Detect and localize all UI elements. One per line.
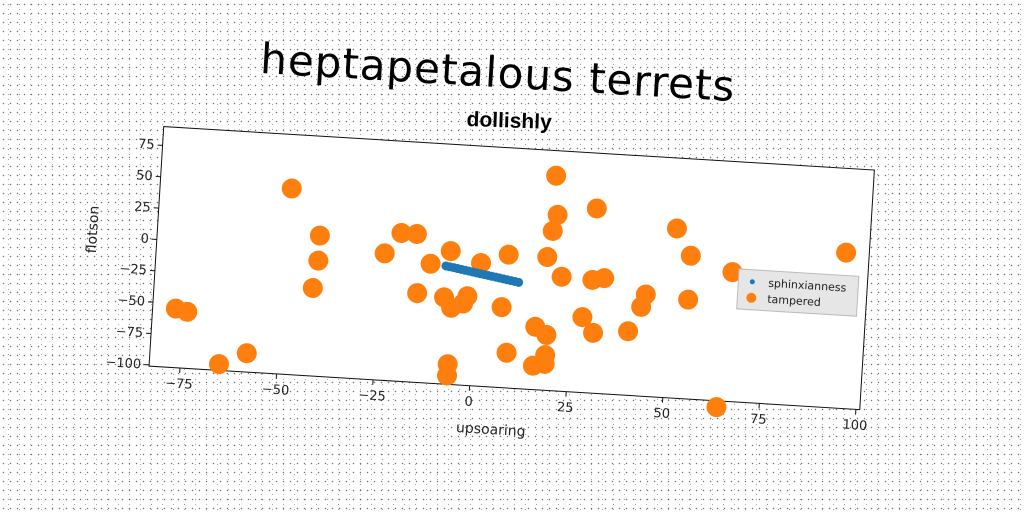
tampered-point [302, 278, 323, 299]
x-tick-label: −75 [165, 376, 193, 393]
tampered-point [537, 247, 558, 268]
tampered-point [583, 322, 604, 343]
x-tick-label: 100 [842, 418, 868, 434]
tampered-point [308, 250, 329, 271]
legend-marker-tampered [746, 292, 757, 303]
tampered-point [437, 365, 458, 386]
tampered-point [496, 342, 517, 363]
tampered-point [498, 244, 519, 265]
x-tick-label: 25 [556, 400, 573, 416]
x-tick-label: 75 [750, 412, 767, 428]
tampered-point [441, 297, 462, 318]
y-tick-label: −100 [105, 355, 142, 372]
tampered-point [391, 223, 412, 244]
legend-marker-sphinxianness [749, 279, 755, 285]
legend-box [736, 268, 860, 317]
legend-label-sphinxianness: sphinxianness [768, 277, 847, 295]
tampered-point [572, 307, 593, 328]
tampered-point [374, 243, 395, 264]
tampered-point [420, 253, 441, 274]
y-tick-label: −75 [115, 324, 143, 341]
y-axis-label: flotson [84, 205, 103, 253]
plot-group: 75 50 25 0 −25 −50 −75 −100 −75 −50 −25 0 25 50 75 100… [84, 126, 875, 440]
sphinxianness-point [514, 277, 524, 287]
tampered-point [208, 354, 229, 375]
tampered-point [678, 289, 699, 310]
tampered-point [471, 253, 492, 274]
legend-label-tampered: tampered [767, 293, 821, 309]
x-tick-label: −25 [358, 388, 386, 405]
tampered-point [551, 266, 572, 287]
tampered-point [522, 355, 543, 376]
y-tick-label: 25 [134, 200, 151, 216]
tampered-point [281, 178, 302, 199]
tampered-point [536, 325, 557, 346]
tampered-point [491, 297, 512, 318]
plot-frame [148, 126, 875, 411]
y-tick-label: 75 [138, 137, 155, 153]
tampered-point [836, 242, 857, 263]
y-axis: 75 50 25 0 −25 −50 −75 −100 [105, 137, 163, 372]
tampered-point [666, 218, 687, 239]
tampered-point [706, 397, 727, 418]
tampered-point [236, 343, 257, 364]
tampered-point [542, 220, 563, 241]
x-axis-label: upsoaring [456, 420, 526, 440]
data-points [165, 165, 857, 418]
x-tick-label: 50 [653, 406, 670, 422]
x-tick-label: −50 [261, 382, 289, 399]
tampered-point [406, 223, 427, 244]
tampered-point [440, 241, 461, 262]
tampered-point [407, 283, 428, 304]
tampered-point [177, 301, 198, 322]
tampered-point [631, 296, 652, 317]
tampered-point [722, 262, 743, 283]
y-tick-label: 0 [140, 231, 149, 246]
tampered-point [582, 269, 603, 290]
tampered-point [547, 204, 568, 225]
tampered-point [680, 245, 701, 266]
tampered-point [586, 198, 607, 219]
tampered-point [618, 321, 639, 342]
tampered-point [309, 225, 330, 246]
y-tick-label: −25 [119, 262, 147, 279]
x-tick-label: 0 [464, 394, 473, 409]
x-axis: −75 −50 −25 0 25 50 75 100 [165, 367, 868, 434]
y-tick-label: 50 [136, 168, 153, 184]
tampered-point [546, 165, 567, 186]
y-tick-label: −50 [117, 293, 145, 310]
